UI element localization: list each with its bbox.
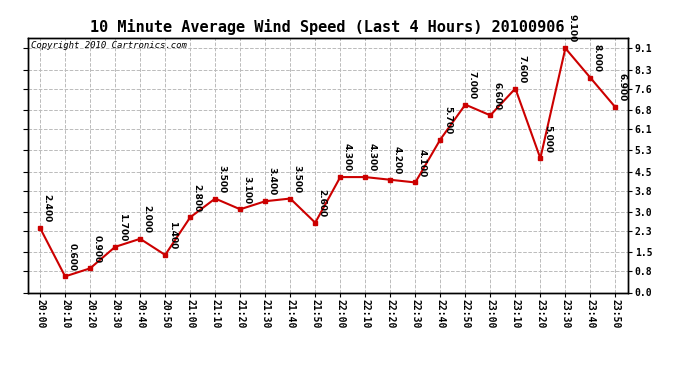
Text: 4.300: 4.300 [343, 143, 352, 171]
Text: 5.700: 5.700 [443, 106, 452, 134]
Text: 2.600: 2.600 [317, 189, 326, 217]
Text: 9.100: 9.100 [568, 14, 577, 43]
Text: 3.400: 3.400 [268, 167, 277, 196]
Text: 6.600: 6.600 [493, 82, 502, 110]
Text: 3.500: 3.500 [293, 165, 302, 193]
Text: 1.400: 1.400 [168, 221, 177, 249]
Text: 7.000: 7.000 [468, 71, 477, 99]
Text: 8.000: 8.000 [593, 44, 602, 72]
Title: 10 Minute Average Wind Speed (Last 4 Hours) 20100906: 10 Minute Average Wind Speed (Last 4 Hou… [90, 19, 565, 35]
Text: 4.100: 4.100 [417, 148, 426, 177]
Text: 0.900: 0.900 [92, 235, 101, 263]
Text: 4.200: 4.200 [393, 146, 402, 174]
Text: 4.300: 4.300 [368, 143, 377, 171]
Text: 2.800: 2.800 [193, 184, 201, 212]
Text: Copyright 2010 Cartronics.com: Copyright 2010 Cartronics.com [30, 41, 186, 50]
Text: 2.400: 2.400 [43, 194, 52, 222]
Text: 7.600: 7.600 [518, 55, 526, 83]
Text: 3.500: 3.500 [217, 165, 226, 193]
Text: 3.100: 3.100 [243, 176, 252, 204]
Text: 6.900: 6.900 [618, 74, 627, 102]
Text: 1.700: 1.700 [117, 213, 126, 242]
Text: 0.600: 0.600 [68, 243, 77, 271]
Text: 5.000: 5.000 [543, 125, 552, 153]
Text: 2.000: 2.000 [143, 205, 152, 233]
